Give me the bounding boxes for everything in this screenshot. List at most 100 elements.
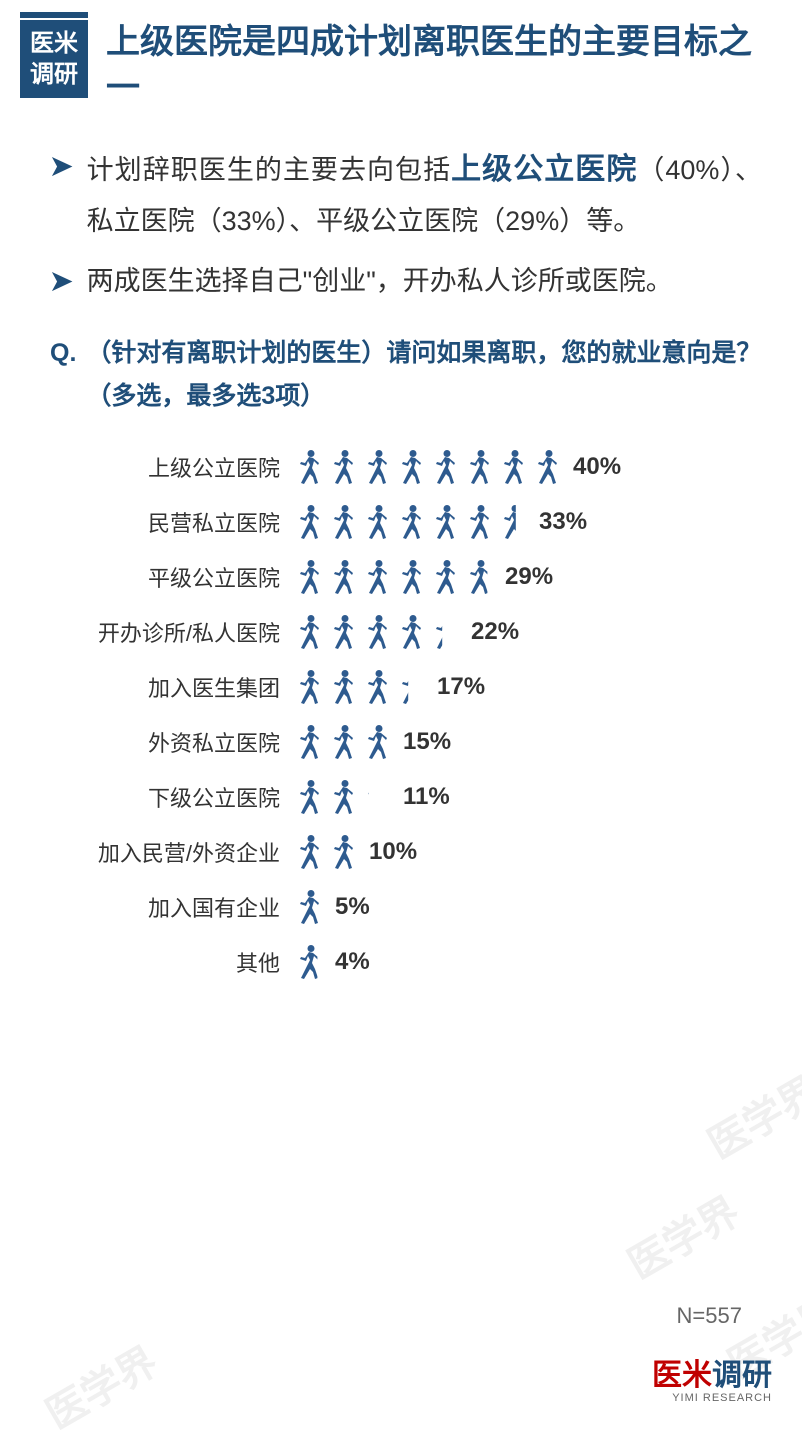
chart-row: 上级公立医院 [60,447,732,487]
chart-row-label: 加入国有企业 [60,891,295,923]
walker-icon [329,559,357,595]
survey-question: Q. （针对有离职计划的医生）请问如果离职，您的就业意向是？（多选，最多选3项） [50,332,762,417]
chart-row-label: 平级公立医院 [60,561,295,593]
question-label: Q. [50,332,76,417]
chart-row: 外资私立医院 15% [60,722,732,762]
chart-row: 平级公立医院 [60,557,732,597]
bullet-2: ➤ 两成医生选择自己"创业"，开办私人诊所或医院。 [50,257,762,307]
chart-row-icons [295,834,357,870]
chart-row-label: 下级公立医院 [60,781,295,813]
chart-row-icons [295,779,391,815]
walker-icon [363,559,391,595]
walker-icon [363,504,391,540]
bullet-arrow-icon: ➤ [50,257,73,307]
walker-icon [465,449,493,485]
bullet-pre: 计划辞职医生的主要去向包括 [87,155,452,185]
chart-row: 下级公立医院 11% [60,777,732,817]
chart-row-icons [295,889,323,925]
chart-row-icons [295,449,561,485]
walker-icon [397,449,425,485]
chart-row-value: 22% [471,618,519,646]
walker-icon [295,779,323,815]
walker-icon [295,614,323,650]
pictogram-chart: 上级公立医院 [50,447,762,982]
footer-logo: 医米调研 YIMI RESEARCH [652,1350,772,1404]
walker-icon [431,559,459,595]
walker-icon-partial [499,504,527,540]
header: 医米 调研 上级医院是四成计划离职医生的主要目标之一 [0,0,802,122]
bullet-text: 两成医生选择自己"创业"，开办私人诊所或医院。 [87,257,762,307]
walker-icon [363,669,391,705]
header-accent-bar [20,12,88,18]
chart-row-icons [295,559,493,595]
chart-row: 民营私立医院 [60,502,732,542]
chart-row: 加入民营/外资企业 10% [60,832,732,872]
chart-row-value: 11% [403,783,450,811]
logo-text: 医米调研 [652,1350,772,1394]
chart-row-value: 10% [369,838,417,866]
chart-row-label: 民营私立医院 [60,506,295,538]
walker-icon-partial [397,669,425,705]
walker-icon [329,724,357,760]
walker-icon [499,449,527,485]
walker-icon [431,449,459,485]
bullet-highlight: 上级公立医院 [451,153,637,186]
chart-row-label: 其他 [60,946,295,978]
page-title: 上级医院是四成计划离职医生的主要目标之一 [106,20,772,112]
chart-row: 开办诊所/私人医院 [60,612,732,652]
watermark: 医学界 [34,1330,167,1440]
chart-row-value: 29% [505,563,553,591]
walker-icon [431,504,459,540]
walker-icon [295,449,323,485]
chart-row-value: 15% [403,728,451,756]
walker-icon [295,834,323,870]
walker-icon [363,614,391,650]
walker-icon-partial [465,559,493,595]
chart-row-label: 上级公立医院 [60,451,295,483]
walker-icon [295,669,323,705]
walker-icon [329,449,357,485]
walker-icon [295,559,323,595]
chart-row-icons [295,669,425,705]
walker-icon [295,724,323,760]
bullet-1: ➤ 计划辞职医生的主要去向包括上级公立医院（40%）、私立医院（33%）、平级公… [50,142,762,247]
watermark: 医学界 [696,1060,802,1170]
walker-icon [329,614,357,650]
chart-row-value: 40% [573,453,621,481]
chart-row-label: 开办诊所/私人医院 [60,616,295,648]
walker-icon [329,834,357,870]
chart-row-value: 17% [437,673,485,701]
chart-row-icons [295,944,323,980]
chart-row-value: 4% [335,948,370,976]
content-area: ➤ 计划辞职医生的主要去向包括上级公立医院（40%）、私立医院（33%）、平级公… [0,122,802,982]
logo-part2: 调研 [712,1359,772,1392]
walker-icon [397,559,425,595]
walker-icon [533,449,561,485]
walker-icon-partial [295,944,323,980]
walker-icon [295,504,323,540]
walker-icon [363,449,391,485]
bullet-text: 计划辞职医生的主要去向包括上级公立医院（40%）、私立医院（33%）、平级公立医… [87,142,762,247]
walker-icon-partial [431,614,459,650]
question-text: （针对有离职计划的医生）请问如果离职，您的就业意向是？（多选，最多选3项） [86,332,762,417]
walker-icon [397,504,425,540]
walker-icon [329,504,357,540]
chart-row-label: 加入医生集团 [60,671,295,703]
walker-icon [329,779,357,815]
chart-row-value: 33% [539,508,587,536]
chart-row-icons [295,614,459,650]
brand-badge: 医米 调研 [20,20,88,98]
walker-icon [329,669,357,705]
chart-row-value: 5% [335,893,370,921]
chart-row-icons [295,504,527,540]
bullet-arrow-icon: ➤ [50,142,73,192]
chart-row-icons [295,724,391,760]
walker-icon [397,614,425,650]
sample-size: N=557 [677,1303,742,1329]
walker-icon [363,724,391,760]
watermark: 医学界 [616,1180,749,1290]
walker-icon [295,889,323,925]
logo-part1: 医米 [652,1359,712,1392]
chart-row-label: 外资私立医院 [60,726,295,758]
walker-icon [465,504,493,540]
